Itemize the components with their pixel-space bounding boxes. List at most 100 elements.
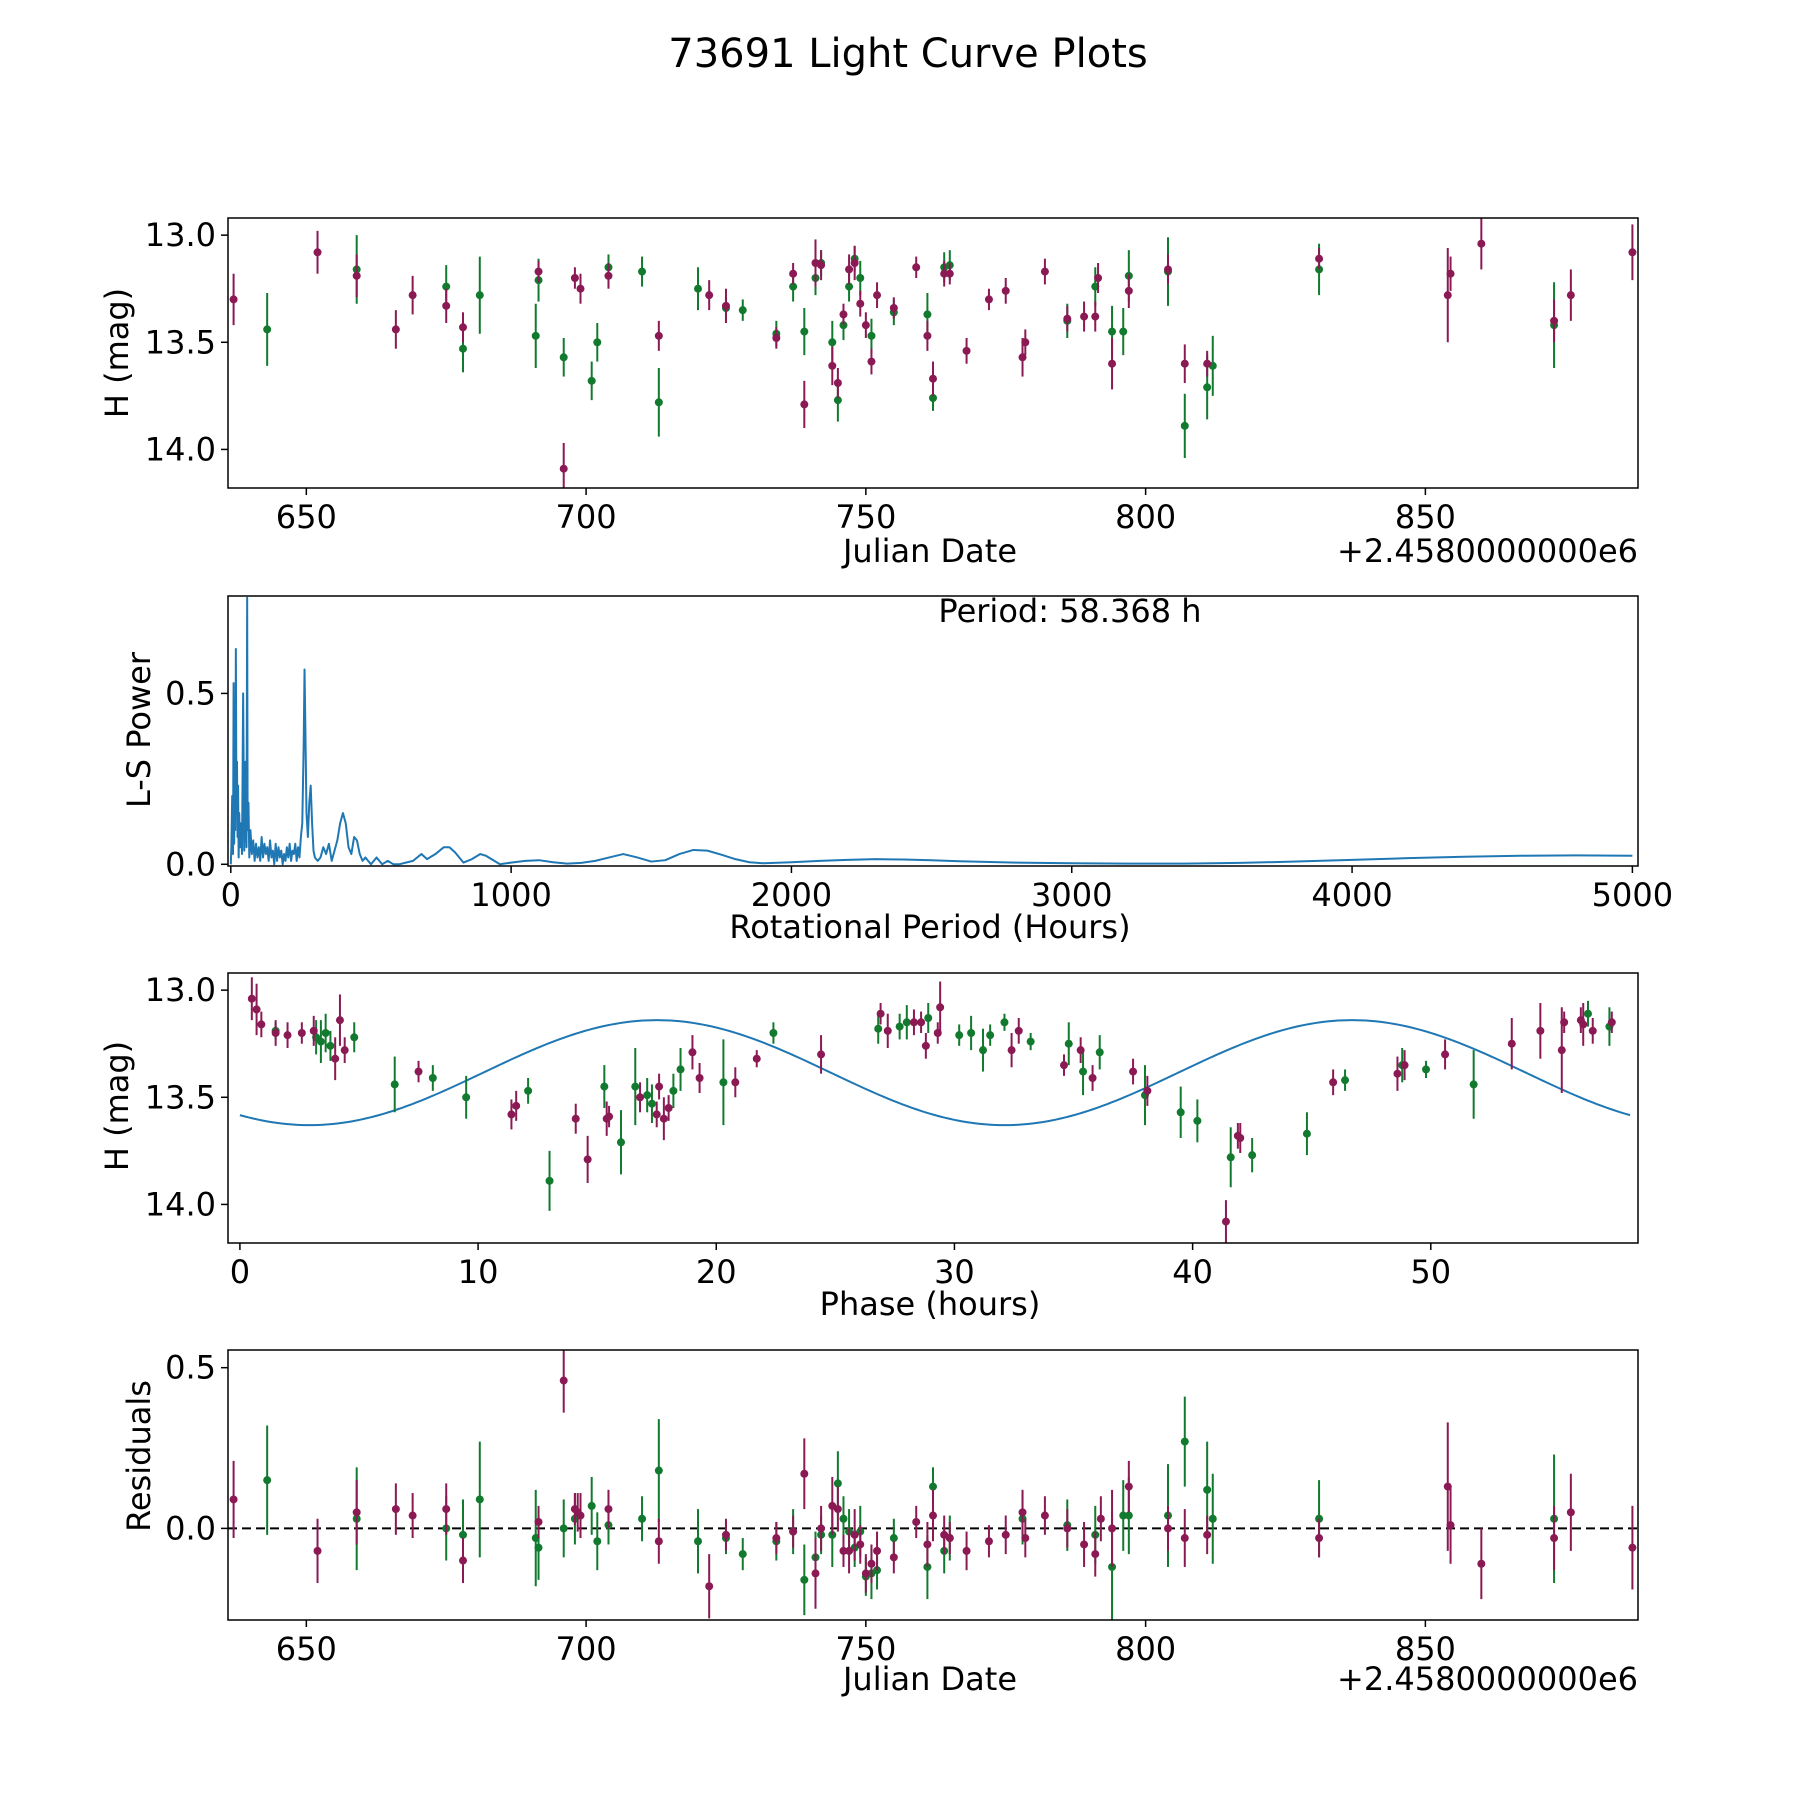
phased-point (652, 1110, 661, 1119)
residuals-point (811, 1569, 820, 1578)
lightcurve-point (352, 271, 361, 280)
phased-point (986, 1031, 995, 1040)
lightcurve-series-maroon (229, 218, 1637, 488)
residuals-point (1566, 1508, 1575, 1517)
residuals-offset-label: +2.4580000000e6 (1337, 1660, 1638, 1698)
lightcurve-point (459, 323, 467, 332)
phased-point (428, 1074, 437, 1082)
phased-point (631, 1082, 640, 1091)
lightcurve-point (850, 259, 859, 267)
lightcurve-point (654, 331, 663, 340)
residuals-point (889, 1534, 898, 1543)
lightcurve-point (1091, 312, 1100, 321)
residuals-point (984, 1537, 993, 1546)
lightcurve-offset-label: +2.4580000000e6 (1337, 532, 1638, 570)
residuals-ytick-label: 0.5 (165, 1349, 216, 1387)
residuals-point (459, 1556, 467, 1565)
lightcurve-point (828, 338, 837, 347)
lightcurve-point (1164, 265, 1172, 274)
residuals-panel: 650 700 750 800 850 0.0 0.5 Residuals Julian D… (120, 1349, 1639, 1698)
phased-point (1088, 1074, 1097, 1082)
periodogram-xtick-label: 1000 (470, 876, 551, 914)
phased-point (350, 1033, 359, 1042)
lightcurve-point (638, 267, 647, 276)
residuals-point (604, 1505, 613, 1514)
phased-point (1176, 1108, 1185, 1117)
phased-point (917, 1018, 926, 1027)
residuals-point (1018, 1508, 1027, 1517)
residuals-point (352, 1508, 361, 1517)
phased-point (335, 1016, 344, 1025)
lightcurve-point (654, 398, 663, 407)
residuals-xtick-label: 750 (835, 1630, 896, 1668)
phased-point (1143, 1086, 1152, 1095)
phased-point (752, 1054, 761, 1063)
residuals-point (442, 1505, 451, 1514)
lightcurve-point (800, 400, 809, 409)
lightcurve-point (1566, 291, 1575, 300)
lightcurve-point (800, 327, 809, 336)
residuals-point (1080, 1540, 1089, 1549)
lightcurve-point (559, 353, 568, 362)
phased-data-layer (239, 977, 1631, 1243)
residuals-ylabel: Residuals (120, 1380, 158, 1532)
phased-point (1007, 1046, 1016, 1055)
phased-point (1079, 1067, 1088, 1076)
residuals-frame (227, 1349, 1639, 1621)
lightcurve-point (1180, 421, 1189, 430)
lightcurve-point (705, 291, 714, 300)
residuals-point (861, 1569, 870, 1578)
phased-point (1583, 1009, 1592, 1018)
phased-point (1000, 1018, 1009, 1027)
residuals-point (1063, 1524, 1072, 1533)
lightcurve-ytick-label: 13.5 (145, 323, 216, 361)
residuals-point (817, 1524, 826, 1533)
phased-point (1400, 1061, 1409, 1070)
residuals-point (873, 1546, 882, 1555)
residuals-series-maroon (229, 1350, 1637, 1619)
phased-point (316, 1037, 325, 1046)
lightcurve-point (1443, 291, 1452, 300)
periodogram-ytick-label: 0.5 (165, 674, 216, 712)
residuals-point (1628, 1543, 1637, 1552)
residuals-xtick-label: 850 (1395, 1630, 1456, 1668)
residuals-point (1124, 1511, 1133, 1520)
lightcurve-point (1203, 359, 1212, 368)
phased-point (462, 1093, 471, 1102)
phased-ytick-label: 13.5 (145, 1078, 216, 1116)
phased-point (902, 1018, 911, 1027)
phased-point (647, 1099, 656, 1108)
phased-point (1026, 1037, 1035, 1046)
phased-point (321, 1029, 330, 1037)
phased-point (1014, 1026, 1023, 1035)
residuals-point (945, 1534, 954, 1543)
phased-point (1302, 1129, 1311, 1138)
phased-point (895, 1022, 904, 1031)
periodogram-power-line (229, 596, 1633, 866)
residuals-point (929, 1482, 937, 1491)
residuals-plot-area: 650 700 750 800 850 0.0 0.5 (165, 1349, 1639, 1668)
phased-point (571, 1114, 580, 1123)
phased-point (1076, 1046, 1085, 1055)
phased-xtick-label: 40 (1172, 1253, 1213, 1291)
phased-point (1236, 1134, 1245, 1142)
residuals-point (923, 1540, 932, 1549)
lightcurve-ylabel: H (mag) (98, 288, 136, 418)
phased-ytick-label: 14.0 (145, 1185, 216, 1223)
residuals-point (576, 1511, 585, 1520)
lightcurve-point (923, 310, 932, 319)
phased-point (731, 1078, 740, 1087)
residuals-point (721, 1530, 730, 1539)
residuals-point (1477, 1559, 1486, 1568)
phased-point (1193, 1116, 1202, 1125)
lightcurve-point (1203, 383, 1212, 392)
periodogram-xtick-label: 3000 (1031, 876, 1112, 914)
phased-xlabel: Phase (hours) (820, 1285, 1041, 1323)
residuals-point (1164, 1524, 1172, 1533)
phased-point (1059, 1061, 1068, 1070)
phased-point (979, 1046, 988, 1055)
residuals-point (929, 1511, 937, 1520)
phased-point (1393, 1069, 1402, 1078)
phased-xtick-label: 30 (934, 1253, 975, 1291)
lightcurve-point (962, 346, 971, 355)
